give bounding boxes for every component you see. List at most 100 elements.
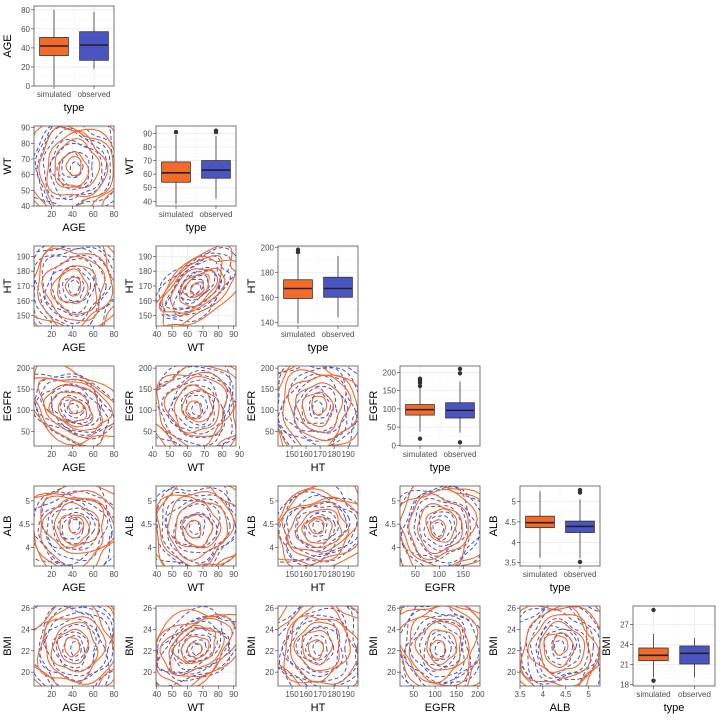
density-ht-vs-age-y-axis-title: HT [2, 278, 14, 293]
density-alb-vs-wt-y-axis-title: ALB [124, 516, 136, 537]
box-egfr-y-axis-title: EGFR [368, 391, 380, 422]
density-alb-vs-age-x-tick-label: 80 [110, 570, 119, 579]
box-bmi-observed-box [679, 645, 710, 665]
density-egfr-vs-age-observed-contour [66, 402, 79, 415]
density-egfr-vs-wt-contours [156, 366, 236, 446]
density-wt-vs-age-x-axis-title: AGE [62, 222, 85, 234]
box-egfr-y-tick-label: 150 [383, 387, 397, 396]
density-alb-vs-age-simulated-contour [68, 516, 85, 535]
density-egfr-vs-ht-simulated-contour [311, 395, 328, 416]
density-egfr-vs-ht-x-tick-label: 150 [285, 450, 299, 459]
box-wt-y-tick-label: 60 [143, 170, 152, 179]
box-alb-x-axis-title: type [550, 582, 571, 594]
density-alb-vs-age-simulated-contour [40, 495, 114, 566]
density-bmi-vs-egfr-y-tick-label: 26 [387, 604, 396, 613]
density-ht-vs-age-x-tick-label: 80 [110, 330, 119, 339]
density-alb-vs-age-y-tick-label: 4.5 [19, 520, 31, 529]
density-bmi-vs-egfr-simulated-contour [408, 615, 470, 684]
density-bmi-vs-wt-y-axis-title: BMI [124, 636, 136, 656]
density-egfr-vs-age-y-axis-title: EGFR [2, 391, 14, 422]
density-bmi-vs-age-y-tick-label: 20 [21, 668, 30, 677]
density-egfr-vs-wt-x-tick-label: 70 [200, 450, 209, 459]
density-bmi-vs-wt-x-tick-label: 80 [214, 690, 223, 699]
density-bmi-vs-ht-simulated-contour [278, 606, 358, 622]
density-alb-vs-ht-simulated-contour [278, 488, 358, 566]
density-egfr-vs-ht-y-tick-label: 50 [265, 427, 274, 436]
density-egfr-vs-ht-observed-contour [309, 392, 332, 419]
density-bmi-vs-ht-contours [278, 606, 358, 686]
density-wt-vs-age-simulated-contour [65, 156, 82, 177]
density-bmi-vs-age-observed-contour [62, 634, 86, 662]
density-alb-vs-age-observed-contour [51, 507, 96, 550]
density-ht-vs-wt-x-tick-label: 60 [183, 330, 192, 339]
density-alb-vs-ht-border [277, 485, 359, 567]
density-bmi-vs-egfr-y-axis-title: BMI [368, 636, 380, 656]
density-alb-vs-wt-x-tick-label: 60 [183, 570, 192, 579]
density-ht-vs-wt-y-axis-title: HT [124, 278, 136, 293]
density-ht-vs-wt-y-tick-label: 180 [139, 267, 153, 276]
density-ht-vs-wt-contours [156, 246, 236, 326]
density-egfr-vs-ht-x-tick-label: 190 [341, 450, 355, 459]
density-alb-vs-egfr-simulated-contour [400, 486, 480, 566]
density-ht-vs-age-observed-contour [68, 279, 80, 296]
density-bmi-vs-ht-x-tick-label: 190 [341, 690, 355, 699]
density-bmi-vs-age-y-axis-title: BMI [2, 636, 14, 656]
density-alb-vs-wt-simulated-contour [156, 486, 236, 566]
box-egfr-simulated-outlier [417, 383, 423, 389]
density-ht-vs-wt-y-tick-label: 190 [139, 252, 153, 261]
density-egfr-vs-wt-panel: 40 50 60 70 80 90 50 100 150 200 WT EGFR [124, 364, 244, 474]
box-wt-y-axis-title: WT [124, 157, 136, 174]
density-alb-vs-wt-simulated-contour [156, 486, 236, 566]
density-bmi-vs-egfr-y-tick-label: 24 [387, 625, 396, 634]
box-egfr-border [399, 365, 481, 447]
density-bmi-vs-alb-x-tick-label: 4 [541, 690, 546, 699]
density-egfr-vs-age-simulated-contour [68, 399, 84, 415]
density-alb-vs-wt-simulated-contour [185, 519, 202, 539]
density-wt-vs-age-simulated-contour [46, 131, 109, 198]
density-alb-vs-age-y-tick-label: 4 [26, 543, 31, 552]
density-bmi-vs-egfr-observed-contour [404, 609, 480, 686]
density-alb-vs-age-x-tick-label: 20 [47, 570, 56, 579]
density-bmi-vs-alb-y-tick-label: 20 [507, 668, 516, 677]
box-wt-y-tick-label: 40 [143, 197, 152, 206]
box-age-x-axis-title: type [64, 102, 85, 114]
box-ht-y-axis-title: HT [246, 278, 258, 293]
density-alb-vs-ht-x-axis-title: HT [311, 582, 326, 594]
density-bmi-vs-egfr-simulated-contour [429, 639, 446, 660]
density-wt-vs-age-simulated-contour [58, 151, 90, 187]
box-wt-x-tick-label: observed [200, 210, 233, 219]
density-bmi-vs-ht-x-tick-label: 170 [313, 690, 327, 699]
density-bmi-vs-age-border [33, 605, 115, 687]
density-egfr-vs-ht-x-tick-label: 160 [299, 450, 313, 459]
density-wt-vs-age-y-tick-label: 60 [21, 171, 30, 180]
box-alb-border [519, 485, 601, 567]
density-alb-vs-age-y-tick-label: 5 [26, 497, 31, 506]
density-bmi-vs-egfr-x-tick-label: 200 [471, 690, 485, 699]
density-bmi-vs-egfr-observed-contour [423, 629, 457, 668]
density-alb-vs-ht-x-tick-label: 170 [313, 570, 327, 579]
density-bmi-vs-egfr-observed-contour [409, 620, 465, 678]
density-wt-vs-age-observed-contour [42, 127, 107, 200]
density-alb-vs-wt-observed-contour [156, 486, 236, 566]
density-alb-vs-wt-x-axis-title: WT [187, 582, 204, 594]
density-bmi-vs-alb-x-tick-label: 5 [586, 690, 591, 699]
density-bmi-vs-age-y-tick-label: 26 [21, 604, 30, 613]
density-egfr-vs-age-contours [34, 366, 114, 446]
density-alb-vs-age-observed-contour [57, 511, 91, 545]
density-bmi-vs-egfr-x-tick-label: 50 [409, 690, 418, 699]
density-alb-vs-ht-x-tick-label: 160 [299, 570, 313, 579]
box-alb-y-tick-label: 3.5 [505, 559, 517, 568]
density-egfr-vs-wt-x-tick-label: 90 [235, 450, 244, 459]
box-bmi-simulated-outlier [651, 678, 656, 683]
density-egfr-vs-ht-simulated-contour [278, 366, 358, 446]
density-bmi-vs-egfr-observed-contour [429, 634, 452, 661]
density-bmi-vs-ht-observed-contour [300, 626, 335, 665]
box-bmi-y-tick-label: 18 [620, 681, 629, 690]
density-bmi-vs-ht-y-tick-label: 20 [265, 668, 274, 677]
box-ht-x-tick-label: observed [322, 330, 355, 339]
density-bmi-vs-age-simulated-contour [57, 628, 90, 665]
density-bmi-vs-alb-y-tick-label: 22 [507, 647, 516, 656]
density-alb-vs-egfr-observed-contour [423, 511, 458, 547]
density-alb-vs-egfr-observed-contour [400, 486, 480, 566]
box-bmi-border [632, 605, 716, 687]
